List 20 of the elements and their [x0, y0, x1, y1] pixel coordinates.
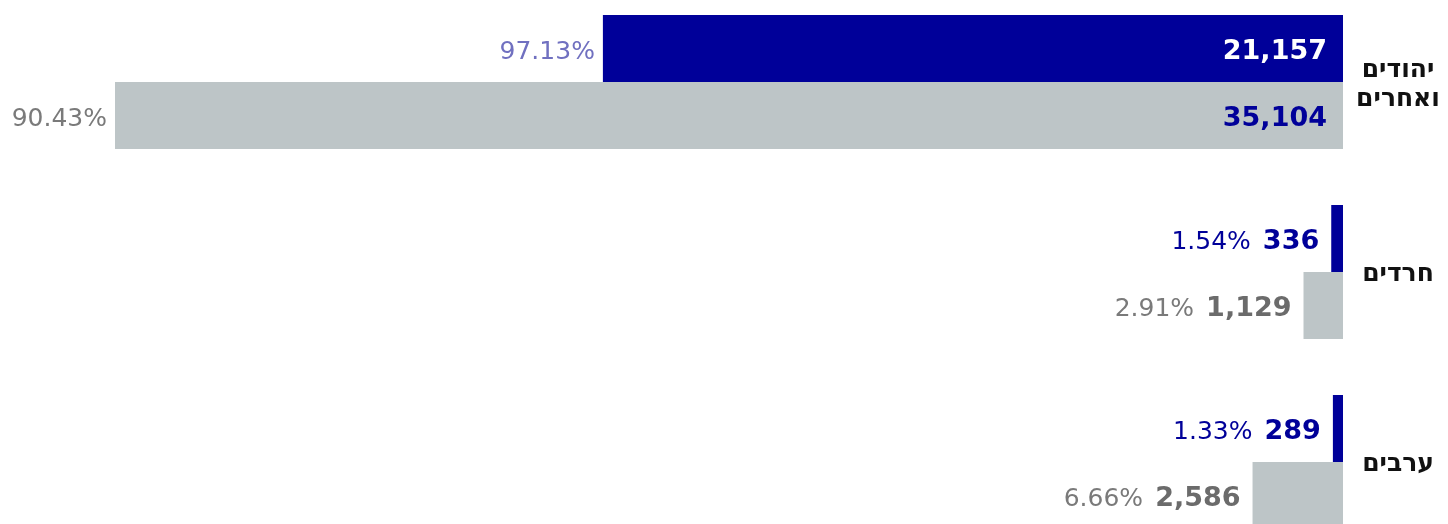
data-label: 35,104: [1222, 100, 1327, 132]
bar: [1332, 395, 1343, 462]
data-label: 2,586: [1155, 480, 1241, 512]
y-tick-label: חרדים: [1362, 258, 1434, 287]
data-label: 21,157: [1222, 33, 1327, 65]
bar: [115, 82, 1343, 149]
annotation: 2.91%: [1114, 292, 1195, 322]
data-label: 289: [1264, 413, 1321, 445]
y-tick-label: יהודים ואחרים: [1356, 53, 1440, 112]
data-label: 336: [1262, 223, 1320, 255]
annotation: 1.54%: [1171, 225, 1251, 255]
bar: [1331, 205, 1343, 272]
annotation: 6.66%: [1063, 482, 1144, 512]
bar: [1303, 272, 1343, 339]
bar: [602, 15, 1343, 82]
text: 90.43%: [11, 102, 107, 132]
annotation: 1.33%: [1173, 415, 1253, 445]
data-label: 1,129: [1206, 290, 1292, 322]
y-tick-label: ערבים: [1362, 448, 1434, 477]
annotation: 97.13%: [499, 35, 595, 65]
